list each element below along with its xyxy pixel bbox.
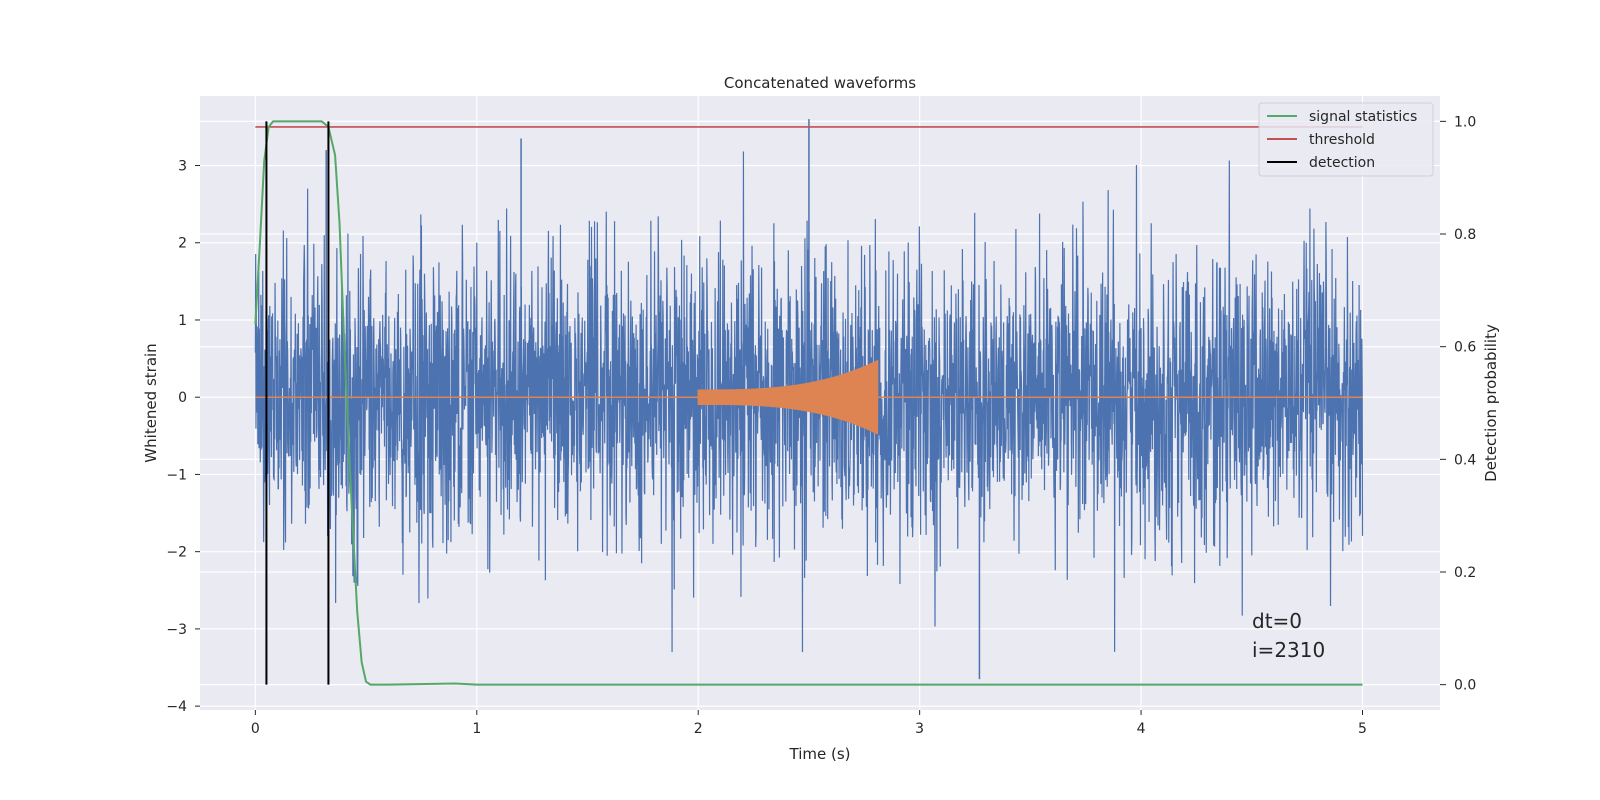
y2-tick-label: 0.4 — [1454, 452, 1476, 468]
chart-title: Concatenated waveforms — [724, 74, 916, 92]
annotation-dt: dt=0 — [1252, 609, 1302, 633]
y2-tick-label: 0.0 — [1454, 678, 1476, 694]
y2-axis-label: Detection probability — [1482, 324, 1500, 482]
series-layer — [254, 119, 1364, 686]
x-tick-label: 3 — [915, 721, 924, 737]
y2-tick-label: 0.2 — [1454, 565, 1476, 581]
y-tick-label: −4 — [166, 699, 187, 715]
legend-box — [1258, 102, 1434, 177]
x-tick-label: 4 — [1137, 721, 1146, 737]
y2-tick-label: 1.0 — [1454, 114, 1476, 130]
y-tick-label: −3 — [166, 622, 187, 638]
series-signal-statistics-line — [254, 120, 1363, 686]
series-chirp-trace — [255, 360, 1363, 435]
x-tick-label: 5 — [1358, 721, 1367, 737]
annotation-i: i=2310 — [1252, 638, 1325, 662]
legend: signal statistics threshold detection — [1258, 102, 1434, 177]
x-tick-label: 2 — [694, 721, 703, 737]
axes: 0 1 2 3 4 5 −4 −3 −2 −1 0 1 2 3 0.0 0.2 0.4 0.6 0.8 1.0 — [166, 114, 1476, 737]
y-tick-label: 2 — [178, 236, 187, 252]
legend-entry-signal-statistics: signal statistics — [1309, 109, 1417, 125]
y-tick-label: −1 — [166, 467, 187, 483]
legend-entry-threshold: threshold — [1309, 132, 1375, 148]
y-axis-label: Whitened strain — [142, 343, 160, 462]
x-axis-label: Time (s) — [789, 745, 851, 763]
x-tick-label: 0 — [251, 721, 260, 737]
y-tick-label: 3 — [178, 159, 187, 175]
y-tick-label: 0 — [178, 390, 187, 406]
x-tick-label: 1 — [472, 721, 481, 737]
legend-entry-detection: detection — [1309, 155, 1375, 171]
y-tick-label: 1 — [178, 313, 187, 329]
y2-tick-label: 0.6 — [1454, 340, 1476, 356]
y2-tick-label: 0.8 — [1454, 227, 1476, 243]
y-tick-label: −2 — [166, 545, 187, 561]
